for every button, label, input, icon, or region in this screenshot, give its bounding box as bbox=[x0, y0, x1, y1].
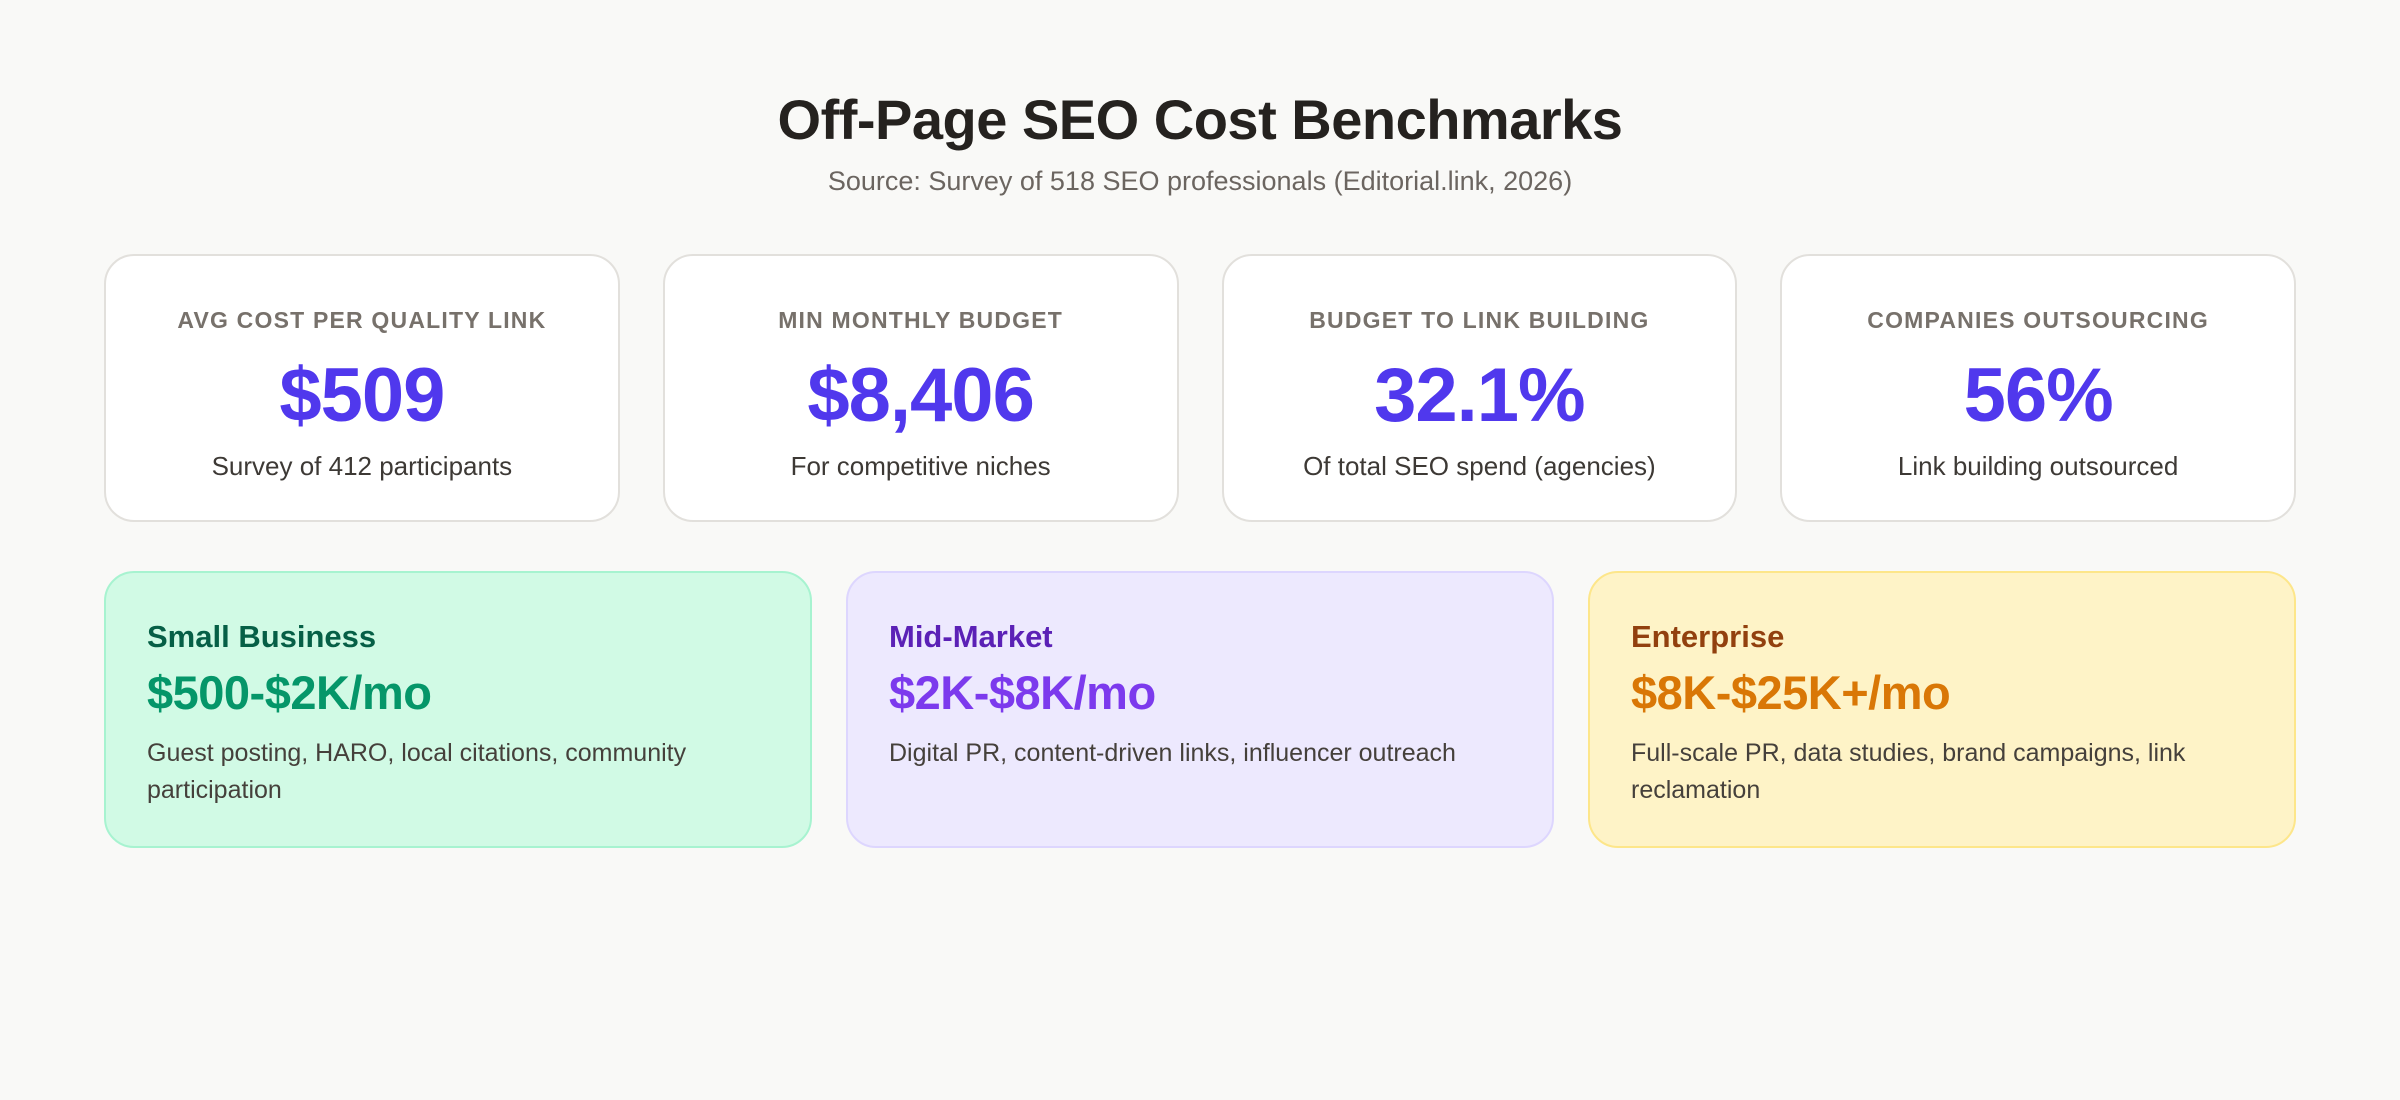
stat-card: COMPANIES OUTSOURCING 56% Link building ou… bbox=[1780, 254, 2296, 522]
stat-value: 56% bbox=[1963, 353, 2114, 438]
stat-value: $509 bbox=[279, 353, 445, 438]
stat-cards: AVG COST PER QUALITY LINK $509 Survey of 4… bbox=[104, 254, 2296, 522]
tier-name: Enterprise bbox=[1631, 619, 1785, 654]
tier-name: Mid-Market bbox=[889, 619, 1053, 654]
stat-note: For competitive niches bbox=[790, 451, 1051, 481]
tier-card: Mid-Market $2K-$8K/mo Digital PR, content-… bbox=[846, 571, 1554, 848]
tier-card: Enterprise $8K-$25K+/mo Full-scale PR, dat… bbox=[1588, 571, 2296, 848]
stat-label: COMPANIES OUTSOURCING bbox=[1867, 307, 2209, 333]
stat-card: AVG COST PER QUALITY LINK $509 Survey of 4… bbox=[104, 254, 620, 522]
tier-card: Small Business $500-$2K/mo Guest posting, … bbox=[104, 571, 812, 848]
tier-price: $2K-$8K/mo bbox=[889, 666, 1156, 719]
title: Off-Page SEO Cost Benchmarks bbox=[777, 88, 1623, 151]
tier-description: Full-scale PR, data studies, brand campa… bbox=[1631, 739, 2186, 804]
tier-price: $8K-$25K+/mo bbox=[1631, 666, 1951, 719]
stat-card: MIN MONTHLY BUDGET $8,406 For competitive … bbox=[662, 254, 1179, 522]
tier-price: $500-$2K/mo bbox=[147, 666, 432, 719]
stat-label: BUDGET TO LINK BUILDING bbox=[1309, 307, 1650, 333]
stat-note: Link building outsourced bbox=[1897, 451, 2179, 481]
subtitle: Source: Survey of 518 SEO professionals … bbox=[827, 166, 1573, 196]
stat-note: Of total SEO spend (agencies) bbox=[1303, 451, 1656, 481]
stat-label: MIN MONTHLY BUDGET bbox=[778, 307, 1064, 333]
stat-value: $8,406 bbox=[807, 353, 1034, 438]
tier-cards: Small Business $500-$2K/mo Guest posting, … bbox=[104, 571, 2296, 848]
tier-name: Small Business bbox=[147, 619, 377, 654]
tier-description: Guest posting, HARO, local citations, co… bbox=[147, 739, 687, 804]
stat-label: AVG COST PER QUALITY LINK bbox=[177, 307, 547, 333]
stat-note: Survey of 412 participants bbox=[211, 451, 513, 481]
stat-value: 32.1% bbox=[1374, 353, 1585, 438]
tier-description: Digital PR, content-driven links, influe… bbox=[889, 739, 1456, 767]
stat-card: BUDGET TO LINK BUILDING 32.1% Of total SEO… bbox=[1221, 254, 1738, 522]
